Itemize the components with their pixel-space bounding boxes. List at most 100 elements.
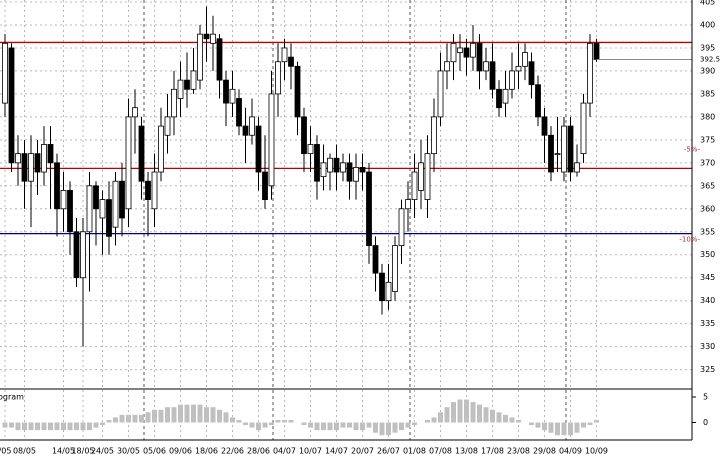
y-tick-label: 0 <box>703 418 708 427</box>
y-tick-label: 400 <box>700 20 715 29</box>
y-tick-label: 365 <box>700 181 715 190</box>
y-tick-label: 405 <box>700 0 715 7</box>
histogram-bar <box>457 399 463 423</box>
candle-body <box>463 47 470 58</box>
histogram-bar <box>379 422 385 436</box>
x-tick-label: 14/05 <box>52 447 75 456</box>
candle-body <box>281 47 288 63</box>
histogram-bar <box>334 422 339 431</box>
histogram-bar <box>555 422 560 436</box>
x-tick-label: 18/05 <box>71 447 94 456</box>
histogram-bar <box>158 409 164 423</box>
histogram-bar <box>431 417 437 423</box>
histogram-bar <box>347 422 352 428</box>
candle-body <box>379 272 385 302</box>
candle-body <box>138 125 145 182</box>
histogram-bar <box>561 422 567 436</box>
histogram-bar <box>152 409 157 423</box>
candle-body <box>372 245 379 274</box>
histogram-bar <box>217 409 222 423</box>
candle-body <box>223 79 229 104</box>
candle-body <box>60 190 67 210</box>
candle-body <box>164 116 171 136</box>
x-tick-label: 13/08 <box>455 447 478 456</box>
x-tick-label: 14/07 <box>325 447 348 456</box>
histogram-bar <box>438 412 443 423</box>
candle-body <box>203 33 210 40</box>
y-tick-label: 390 <box>700 66 715 75</box>
candle-body <box>93 185 99 210</box>
candle-body <box>587 42 593 104</box>
candle-body <box>145 180 151 200</box>
candle-body <box>34 153 41 173</box>
histogram-bar <box>171 407 177 423</box>
candle-body <box>86 185 93 233</box>
x-tick-label: 01/08 <box>403 447 426 456</box>
candle-body <box>314 144 320 182</box>
x-tick-label: 08/05 <box>13 447 36 456</box>
candle-body <box>54 162 60 210</box>
candle-body <box>437 70 444 118</box>
candle-body <box>307 144 314 155</box>
x-tick-label: 04/07 <box>273 447 296 456</box>
histogram-bar <box>48 422 53 431</box>
y-tick-label: 325 <box>700 365 715 374</box>
x-tick-label: 28/06 <box>247 447 270 456</box>
histogram-bar <box>28 422 34 431</box>
candle-body <box>80 231 86 279</box>
histogram-bar <box>41 422 47 431</box>
candle-body <box>509 70 515 90</box>
histogram-bar <box>74 422 79 431</box>
candle-body <box>418 162 424 191</box>
candle-body <box>294 65 301 118</box>
candle-body <box>346 162 353 182</box>
candle-body <box>210 33 216 44</box>
histogram-bar <box>594 419 599 423</box>
histogram-bar <box>184 404 190 423</box>
y-tick-label: 375 <box>700 135 715 144</box>
candle-body <box>457 47 463 53</box>
histogram-bar <box>301 422 307 426</box>
candle-body <box>320 162 327 178</box>
histogram-bar <box>67 422 73 431</box>
y-tick-label: 5 <box>703 393 708 402</box>
histogram-bar <box>308 422 313 428</box>
candle-body <box>197 33 203 81</box>
candle-body <box>489 61 496 90</box>
histogram-bar <box>9 422 14 428</box>
candle-body <box>574 162 580 173</box>
x-tick-label: 07/08 <box>429 447 452 456</box>
candle-body <box>112 180 119 228</box>
candle-body <box>554 153 561 156</box>
candle-body <box>99 199 106 219</box>
x-tick-label: 30/05 <box>117 447 140 456</box>
histogram-bar <box>503 414 508 423</box>
candle-body <box>229 88 236 104</box>
candle-body <box>262 171 268 200</box>
candle-body <box>106 199 112 237</box>
histogram-bar <box>269 422 274 426</box>
x-tick-label: 26/07 <box>377 447 400 456</box>
candle-body <box>151 171 158 210</box>
annotation: -10%- <box>679 236 700 244</box>
x-tick-label: 10/07 <box>299 447 322 456</box>
histogram-bar <box>35 422 40 431</box>
candle-body <box>366 171 372 246</box>
candle-body <box>502 88 509 104</box>
histogram-bar <box>236 419 242 423</box>
histogram-bar <box>483 407 489 423</box>
histogram-bar <box>139 414 144 423</box>
candle-body <box>359 167 366 173</box>
histogram-bar <box>542 422 547 431</box>
y-tick-label: 395 <box>700 43 715 52</box>
candle-body <box>41 144 47 173</box>
candle-body <box>470 42 476 58</box>
candle-body <box>496 88 502 109</box>
histogram-bar <box>535 422 541 428</box>
x-tick-label: 22/06 <box>221 447 244 456</box>
candle-body <box>398 208 405 246</box>
candle-body <box>301 116 307 155</box>
histogram-bar <box>392 422 398 433</box>
histogram-bar <box>581 422 586 428</box>
